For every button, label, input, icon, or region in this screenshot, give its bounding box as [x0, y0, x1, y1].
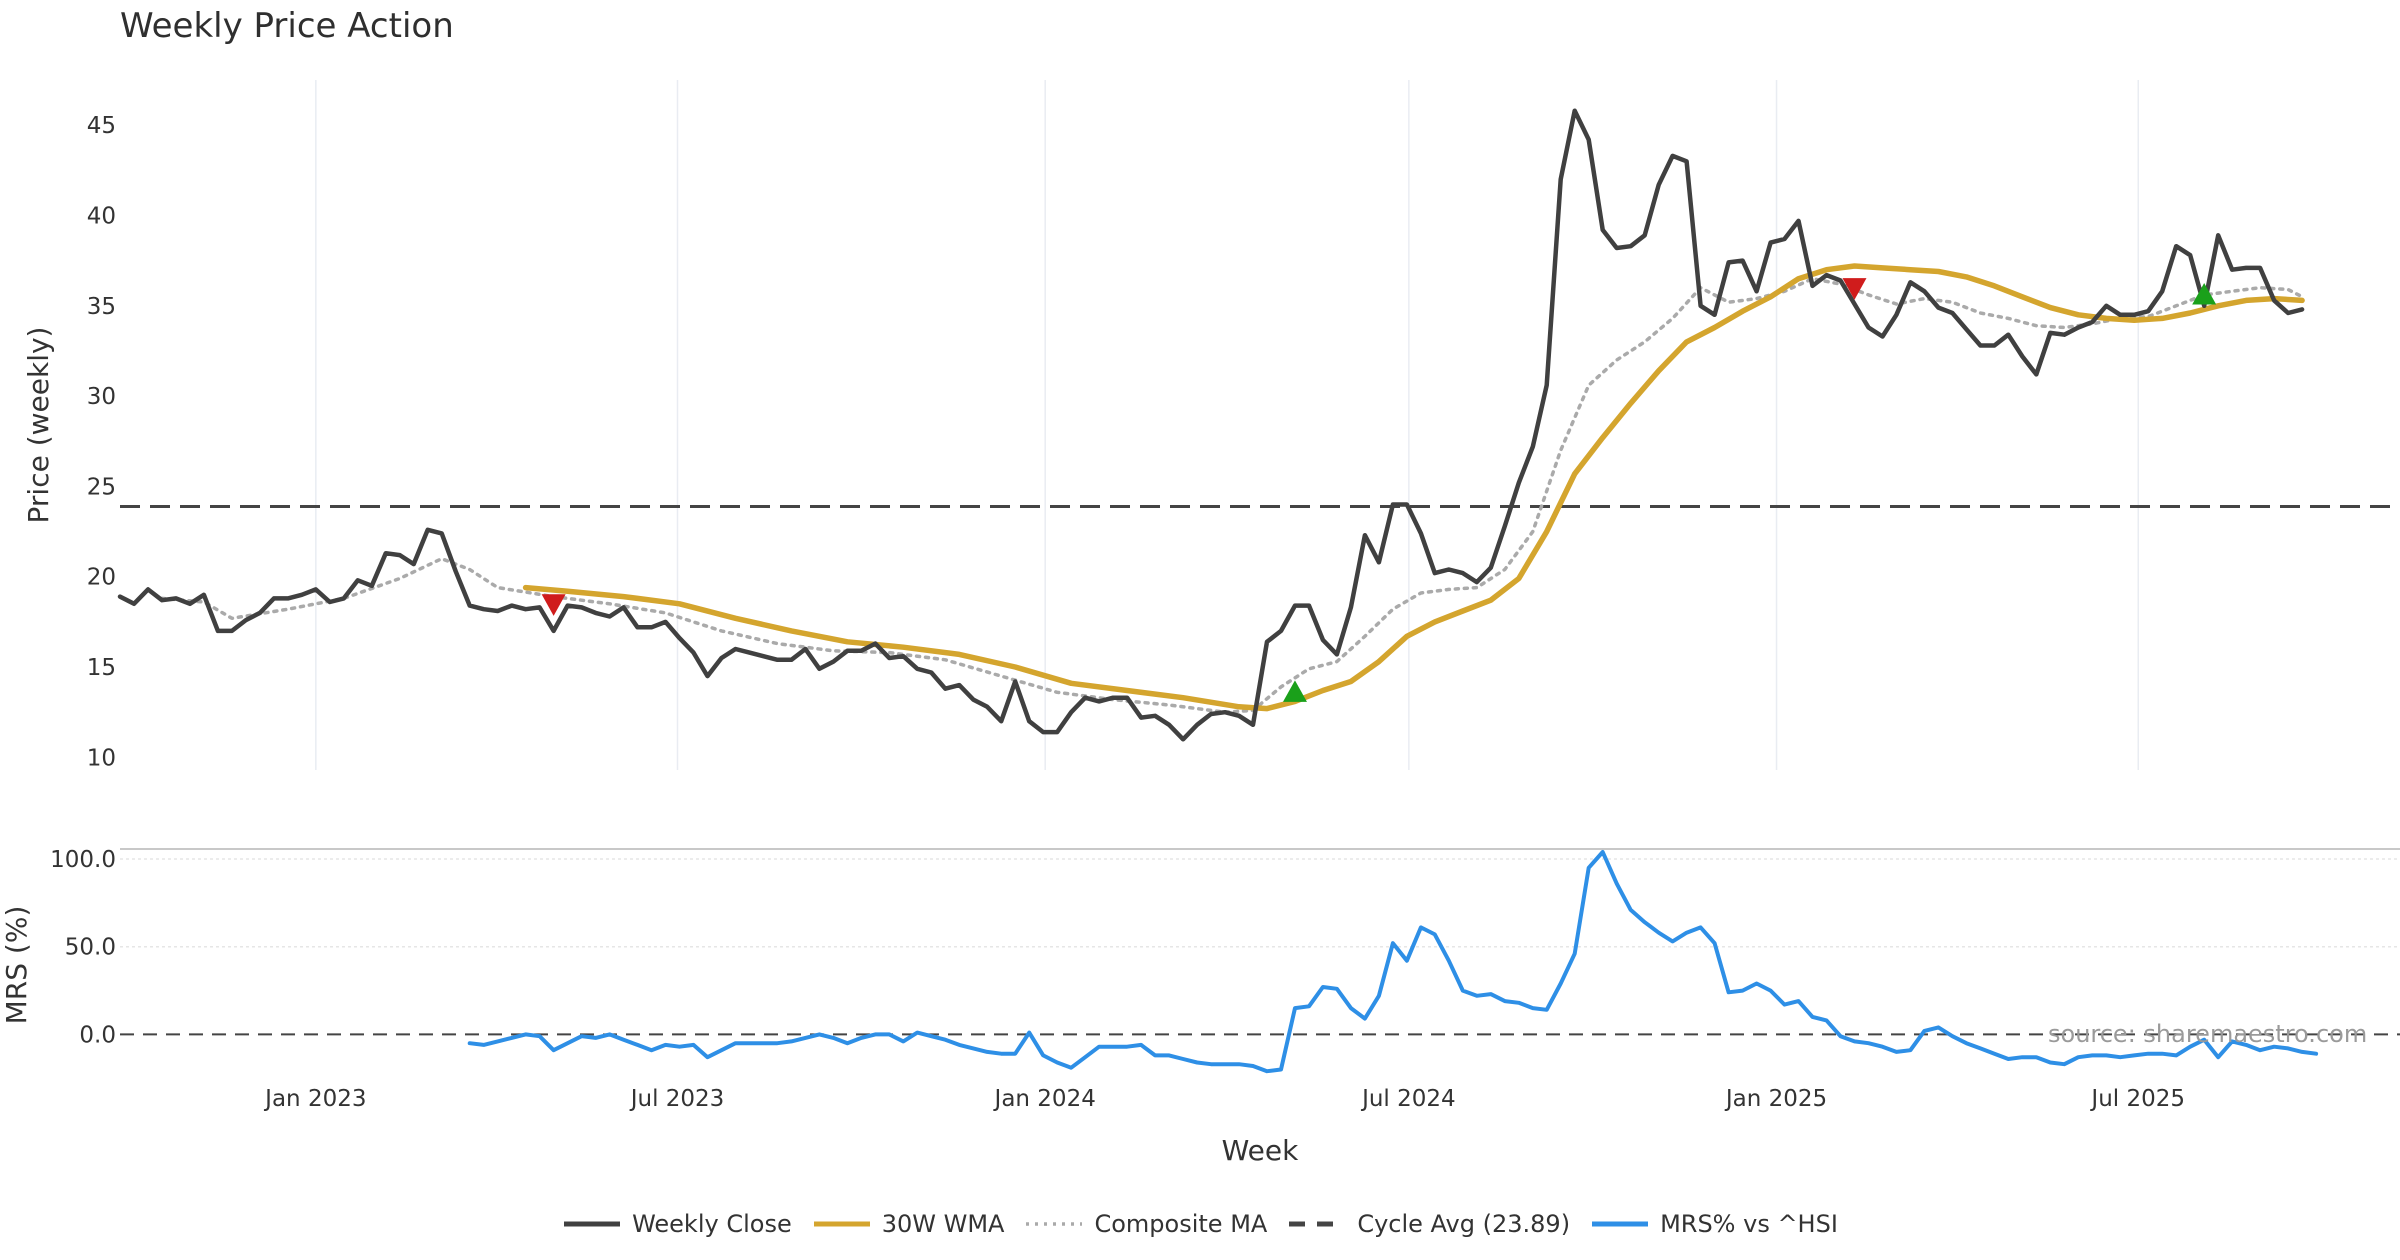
mrs-horizontal-gridlines — [120, 858, 2400, 948]
legend-label: MRS% vs ^HSI — [1660, 1210, 1838, 1238]
legend-label: Composite MA — [1094, 1210, 1268, 1238]
sell-signal-marker — [1842, 278, 1867, 300]
signal-markers — [541, 278, 2217, 702]
legend-item: 30W WMA — [812, 1210, 1005, 1238]
x-tick-label: Jul 2023 — [629, 1086, 725, 1112]
mrs-y-tick-label: 100.0 — [50, 847, 116, 873]
legend-label: Weekly Close — [632, 1210, 792, 1238]
legend-item: Weekly Close — [562, 1210, 792, 1238]
price-y-tick-label: 40 — [87, 203, 116, 229]
series-line-composite-ma — [160, 276, 2304, 714]
legend-label: Cycle Avg (23.89) — [1357, 1210, 1571, 1238]
legend-swatch — [1592, 1221, 1649, 1227]
x-tick-label: Jan 2025 — [1724, 1086, 1827, 1112]
x-tick-labels: Jan 2023 Jul 2023 Jan 2024 Jul 2024 Jan 2025… — [263, 1086, 2185, 1112]
legend-swatch — [1289, 1221, 1346, 1227]
series-line-mrs-vs-hsi — [467, 850, 2319, 1074]
legend-item: Cycle Avg (23.89) — [1287, 1210, 1570, 1238]
reference-lines — [120, 504, 2400, 1036]
price-y-tick-label: 25 — [87, 474, 116, 500]
price-y-tick-labels: 10 15 20 25 30 35 40 45 — [87, 113, 116, 771]
legend-swatch — [813, 1221, 870, 1227]
price-y-tick-label: 20 — [87, 565, 116, 591]
buy-signal-marker — [2192, 282, 2217, 305]
legend-swatch — [564, 1221, 621, 1227]
source-note: source: sharemaestro.com — [2048, 1020, 2368, 1048]
mrs-y-tick-label: 0.0 — [79, 1022, 116, 1048]
price-y-tick-label: 15 — [87, 655, 116, 681]
price-y-tick-label: 30 — [87, 384, 116, 410]
legend-item: Composite MA — [1024, 1210, 1267, 1238]
price-y-tick-label: 35 — [87, 294, 116, 320]
x-tick-label: Jan 2024 — [993, 1086, 1096, 1112]
price-y-tick-label: 45 — [87, 113, 116, 139]
legend-swatch — [1026, 1222, 1083, 1226]
series-line-30w-wma — [522, 263, 2305, 712]
x-tick-label: Jan 2023 — [263, 1086, 366, 1112]
mrs-y-axis-label: MRS (%) — [0, 906, 33, 1025]
legend-label: 30W WMA — [881, 1210, 1005, 1238]
price-y-axis-label: Price (weekly) — [22, 327, 55, 524]
chart-title: Weekly Price Action — [120, 6, 454, 46]
legend: Weekly Close 30W WMA Composite MA Cycle Avg… — [0, 1210, 2400, 1238]
x-tick-label: Jul 2024 — [1360, 1086, 1456, 1112]
mrs-y-tick-labels: 0.0 50.0 100.0 — [50, 847, 116, 1048]
series-line-weekly-close — [117, 108, 2305, 742]
price-y-tick-label: 10 — [87, 745, 116, 771]
sell-signal-marker — [541, 594, 566, 616]
series-lines — [117, 108, 2319, 1074]
legend-item: MRS% vs ^HSI — [1590, 1210, 1838, 1238]
vertical-gridlines — [315, 80, 2139, 770]
buy-signal-marker — [1282, 680, 1307, 702]
x-axis-label: Week — [1222, 1134, 1299, 1167]
mrs-y-tick-label: 50.0 — [65, 935, 116, 961]
x-tick-label: Jul 2025 — [2089, 1086, 2185, 1112]
